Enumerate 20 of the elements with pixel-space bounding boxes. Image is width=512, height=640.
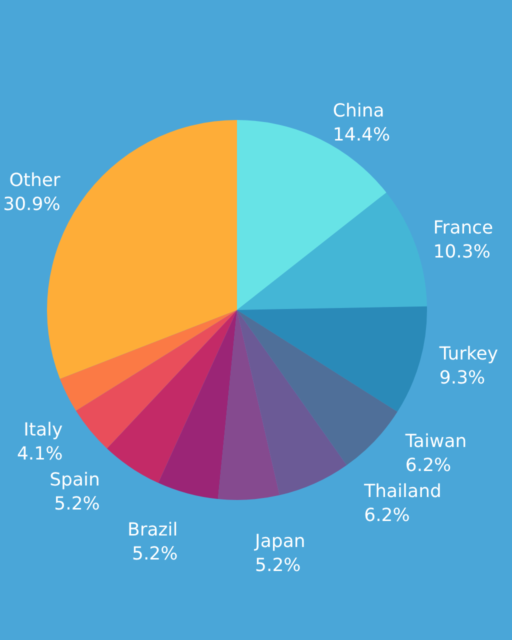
data-label: 30.9% <box>3 194 60 216</box>
slice-label: China <box>332 100 384 122</box>
data-label: 5.2% <box>255 554 301 576</box>
data-label: 10.3% <box>433 242 490 263</box>
data-label: 9.3% <box>439 368 486 389</box>
slice-label: Other <box>9 170 61 192</box>
data-label: 5.2% <box>132 544 178 565</box>
slice-label: Taiwan <box>404 430 467 452</box>
slice-label: Italy <box>24 420 64 441</box>
slice-label: Thailand <box>363 480 442 502</box>
data-label: 6.2% <box>405 454 452 476</box>
data-label: 4.1% <box>16 444 63 465</box>
slice-label: Turkey <box>438 344 498 365</box>
slice-label: Japan <box>254 530 306 552</box>
slice-label: Brazil <box>128 520 178 541</box>
data-label: 14.4% <box>332 124 390 146</box>
data-label: 6.2% <box>364 504 410 526</box>
slice-label: France <box>433 218 494 239</box>
data-label: 5.2% <box>54 494 100 515</box>
slice-label: Spain <box>50 470 100 491</box>
